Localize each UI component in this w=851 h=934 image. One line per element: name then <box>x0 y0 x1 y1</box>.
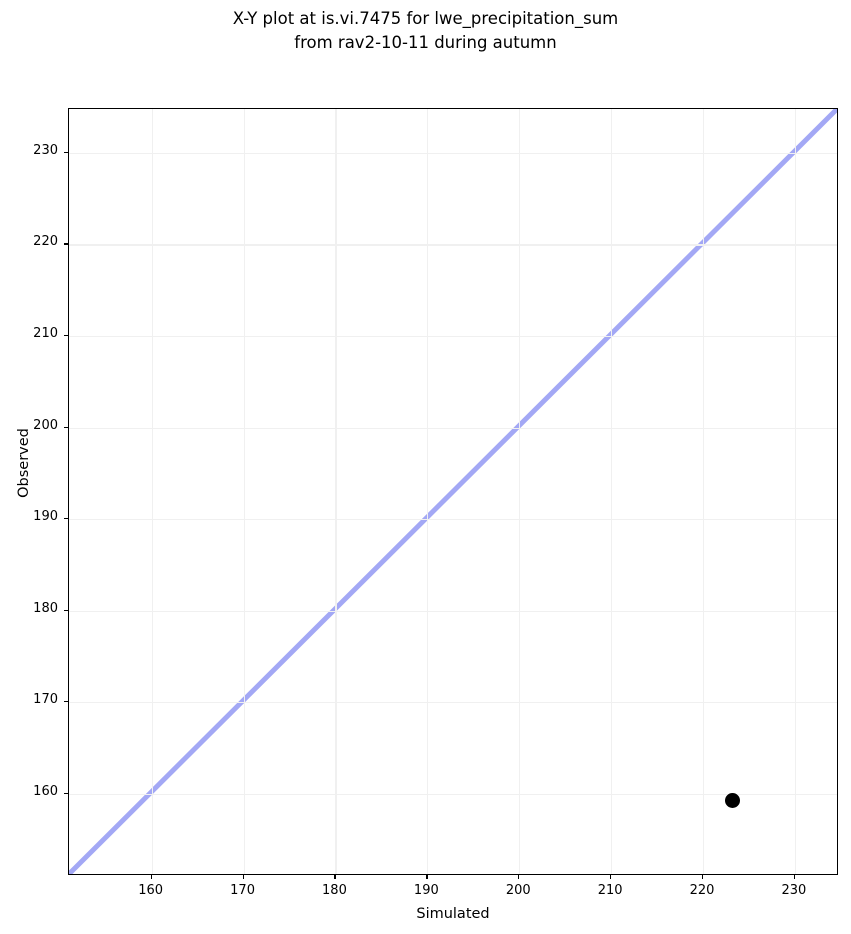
y-axis-tick-label: 170 <box>33 692 58 708</box>
x-axis-label: Simulated <box>416 906 490 922</box>
x-axis-tick-label: 220 <box>689 883 715 898</box>
y-axis-tick <box>64 426 68 428</box>
gridline-horizontal <box>69 610 837 612</box>
gridline-vertical <box>335 109 337 874</box>
identity-line <box>69 109 837 874</box>
x-axis-tick <box>518 875 520 879</box>
y-axis-tick-label: 190 <box>33 509 58 525</box>
gridline-horizontal <box>69 335 837 338</box>
gridline-horizontal <box>69 152 837 155</box>
gridline-horizontal <box>69 519 837 521</box>
gridline-horizontal <box>69 244 837 246</box>
y-axis-tick <box>64 243 68 245</box>
y-axis-tick <box>64 792 68 794</box>
y-axis-tick <box>64 334 68 337</box>
y-axis-tick-label: 200 <box>33 417 58 433</box>
gridline-vertical <box>794 109 796 874</box>
y-axis-tick <box>64 151 68 154</box>
x-axis-tick-label: 230 <box>781 883 807 898</box>
x-axis-tick <box>426 875 428 879</box>
x-axis-tick <box>150 875 152 879</box>
one-to-one-line <box>69 109 837 874</box>
x-axis-tick <box>334 875 336 879</box>
x-axis-tick <box>242 875 244 879</box>
plot-area <box>68 108 838 875</box>
gridline-horizontal <box>69 427 837 429</box>
y-axis-tick <box>64 518 68 520</box>
data-point-marker <box>724 792 740 808</box>
x-axis-tick-label: 190 <box>413 883 439 898</box>
y-axis-tick-label: 230 <box>33 142 58 158</box>
y-axis-tick <box>64 701 68 703</box>
x-axis-tick <box>610 875 612 879</box>
x-axis-tick-label: 180 <box>322 883 347 898</box>
gridline-vertical <box>151 109 153 874</box>
gridline-vertical <box>243 109 245 874</box>
gridline-vertical <box>703 109 705 874</box>
x-axis-tick <box>793 875 796 879</box>
gridline-vertical <box>611 109 613 874</box>
y-axis-tick-label: 160 <box>33 783 58 799</box>
x-axis-tick-label: 170 <box>230 883 255 898</box>
x-axis-tick-label: 210 <box>597 883 623 898</box>
y-axis-tick-label: 210 <box>33 325 58 341</box>
gridline-vertical <box>427 109 429 874</box>
gridline-vertical <box>519 109 521 874</box>
y-axis-tick <box>64 609 68 611</box>
y-axis-tick-label: 180 <box>33 600 58 616</box>
x-axis-tick-label: 160 <box>138 883 164 898</box>
y-axis-tick-label: 220 <box>33 234 58 250</box>
gridline-horizontal <box>69 702 837 704</box>
gridline-horizontal <box>69 793 837 795</box>
chart-title: X-Y plot at is.vi.7475 for lwe_precipita… <box>232 9 619 52</box>
x-axis-tick <box>702 875 704 879</box>
x-axis-tick-label: 200 <box>505 883 531 898</box>
